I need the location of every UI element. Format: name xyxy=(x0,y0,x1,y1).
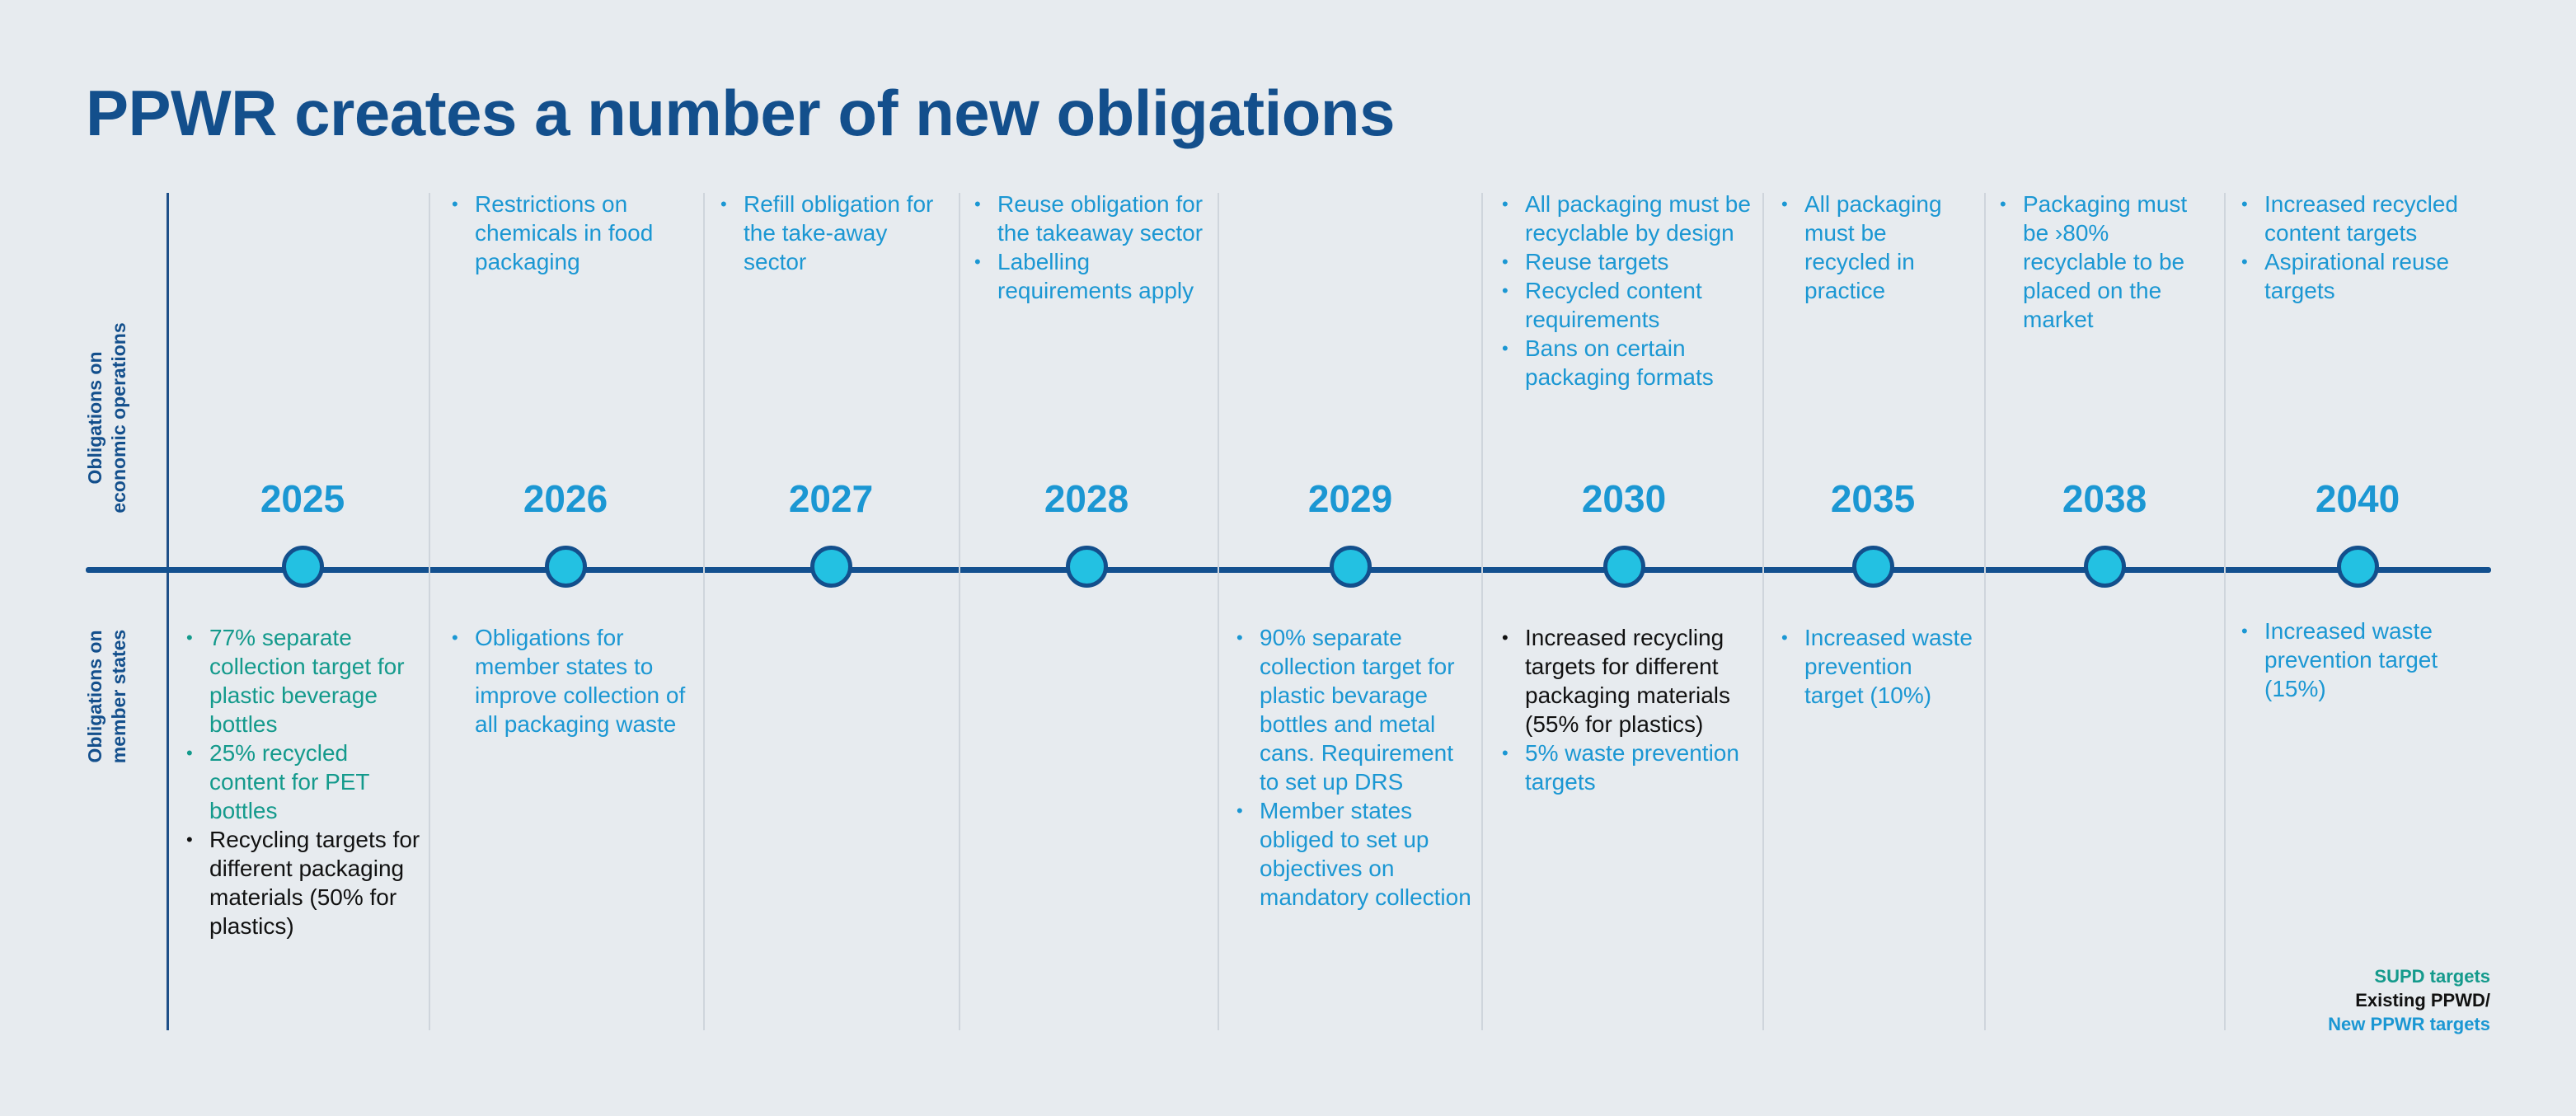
column-divider xyxy=(2224,193,2226,1030)
obligation-item: All packaging must be recyclable by desi… xyxy=(1497,190,1753,247)
year-label-2025: 2025 xyxy=(260,477,345,520)
legend: SUPD targets Existing PPWD/ New PPWR tar… xyxy=(2328,964,2490,1036)
member-obligations-2025: 77% separate collection target for plast… xyxy=(181,623,420,940)
year-label-2028: 2028 xyxy=(1044,477,1129,520)
economic-obligations-2027: Refill obligation for the take-away sect… xyxy=(716,190,946,276)
row-label-line: Obligations on xyxy=(84,351,106,485)
economic-obligations-2035: All packaging must be recycled in practi… xyxy=(1776,190,1974,305)
year-label-2038: 2038 xyxy=(2062,477,2147,520)
obligation-item: Reuse targets xyxy=(1497,247,1753,276)
obligation-item: Restrictions on chemicals in food packag… xyxy=(447,190,686,276)
milestone-dot-2028 xyxy=(1066,546,1108,588)
milestone-dot-2035 xyxy=(1852,546,1894,588)
row-label-member-states: Obligations on member states xyxy=(83,573,131,820)
year-label-2035: 2035 xyxy=(1830,477,1916,520)
obligation-item: Aspirational reuse targets xyxy=(2236,247,2475,305)
obligation-item: Recycling targets for different packagin… xyxy=(181,825,420,940)
vertical-axis-line xyxy=(167,193,169,1030)
obligation-item: Increased waste prevention target (10%) xyxy=(1776,623,1974,710)
obligation-item: Recycled content requirements xyxy=(1497,276,1753,334)
milestone-dot-2027 xyxy=(810,546,852,588)
milestone-dot-2029 xyxy=(1330,546,1372,588)
obligation-item: Bans on certain packaging formats xyxy=(1497,334,1753,392)
obligation-item: 90% separate collection target for plast… xyxy=(1232,623,1479,796)
row-label-economic-operations: Obligations on economic operations xyxy=(83,294,131,542)
year-label-2040: 2040 xyxy=(2315,477,2400,520)
milestone-dot-2025 xyxy=(282,546,324,588)
milestone-dot-2026 xyxy=(545,546,587,588)
economic-obligations-2030: All packaging must be recyclable by desi… xyxy=(1497,190,1753,392)
economic-obligations-2028: Reuse obligation for the takeaway sector… xyxy=(969,190,1208,305)
timeline-line xyxy=(86,567,2491,573)
obligation-item: Refill obligation for the take-away sect… xyxy=(716,190,946,276)
legend-ppwr: New PPWR targets xyxy=(2328,1014,2490,1034)
year-label-2026: 2026 xyxy=(523,477,608,520)
member-obligations-2040: Increased waste prevention target (15%) xyxy=(2236,617,2475,703)
obligation-item: 5% waste prevention targets xyxy=(1497,739,1753,796)
obligation-item: 77% separate collection target for plast… xyxy=(181,623,420,739)
obligation-item: All packaging must be recycled in practi… xyxy=(1776,190,1974,305)
column-divider xyxy=(959,193,960,1030)
column-divider xyxy=(1984,193,1986,1030)
economic-obligations-2026: Restrictions on chemicals in food packag… xyxy=(447,190,686,276)
column-divider xyxy=(429,193,430,1030)
member-obligations-2026: Obligations for member states to improve… xyxy=(447,623,686,739)
milestone-dot-2040 xyxy=(2337,546,2379,588)
milestone-dot-2030 xyxy=(1603,546,1645,588)
column-divider xyxy=(1762,193,1764,1030)
column-divider xyxy=(1218,193,1219,1030)
row-label-line: member states xyxy=(108,629,129,764)
year-label-2027: 2027 xyxy=(788,477,874,520)
economic-obligations-2040: Increased recycled content targetsAspira… xyxy=(2236,190,2475,305)
legend-supd: SUPD targets xyxy=(2374,966,2490,987)
milestone-dot-2038 xyxy=(2084,546,2126,588)
obligation-item: Packaging must be ›80% recyclable to be … xyxy=(1995,190,2209,334)
obligation-item: Increased recycled content targets xyxy=(2236,190,2475,247)
member-obligations-2029: 90% separate collection target for plast… xyxy=(1232,623,1479,912)
column-divider xyxy=(1481,193,1483,1030)
obligation-item: Increased waste prevention target (15%) xyxy=(2236,617,2475,703)
row-label-line: Obligations on xyxy=(84,630,106,763)
page-title: PPWR creates a number of new obligations xyxy=(86,77,1395,149)
obligation-item: 25% recycled content for PET bottles xyxy=(181,739,420,825)
column-divider xyxy=(703,193,705,1030)
legend-ppwd: Existing PPWD/ xyxy=(2355,990,2490,1010)
obligation-item: Increased recycling targets for differen… xyxy=(1497,623,1753,739)
year-label-2029: 2029 xyxy=(1307,477,1393,520)
obligation-item: Member states obliged to set up objectiv… xyxy=(1232,796,1479,912)
member-obligations-2035: Increased waste prevention target (10%) xyxy=(1776,623,1974,710)
economic-obligations-2038: Packaging must be ›80% recyclable to be … xyxy=(1995,190,2209,334)
obligation-item: Labelling requirements apply xyxy=(969,247,1208,305)
obligation-item: Obligations for member states to improve… xyxy=(447,623,686,739)
member-obligations-2030: Increased recycling targets for differen… xyxy=(1497,623,1753,796)
row-label-line: economic operations xyxy=(108,322,129,513)
obligation-item: Reuse obligation for the takeaway sector xyxy=(969,190,1208,247)
year-label-2030: 2030 xyxy=(1581,477,1667,520)
